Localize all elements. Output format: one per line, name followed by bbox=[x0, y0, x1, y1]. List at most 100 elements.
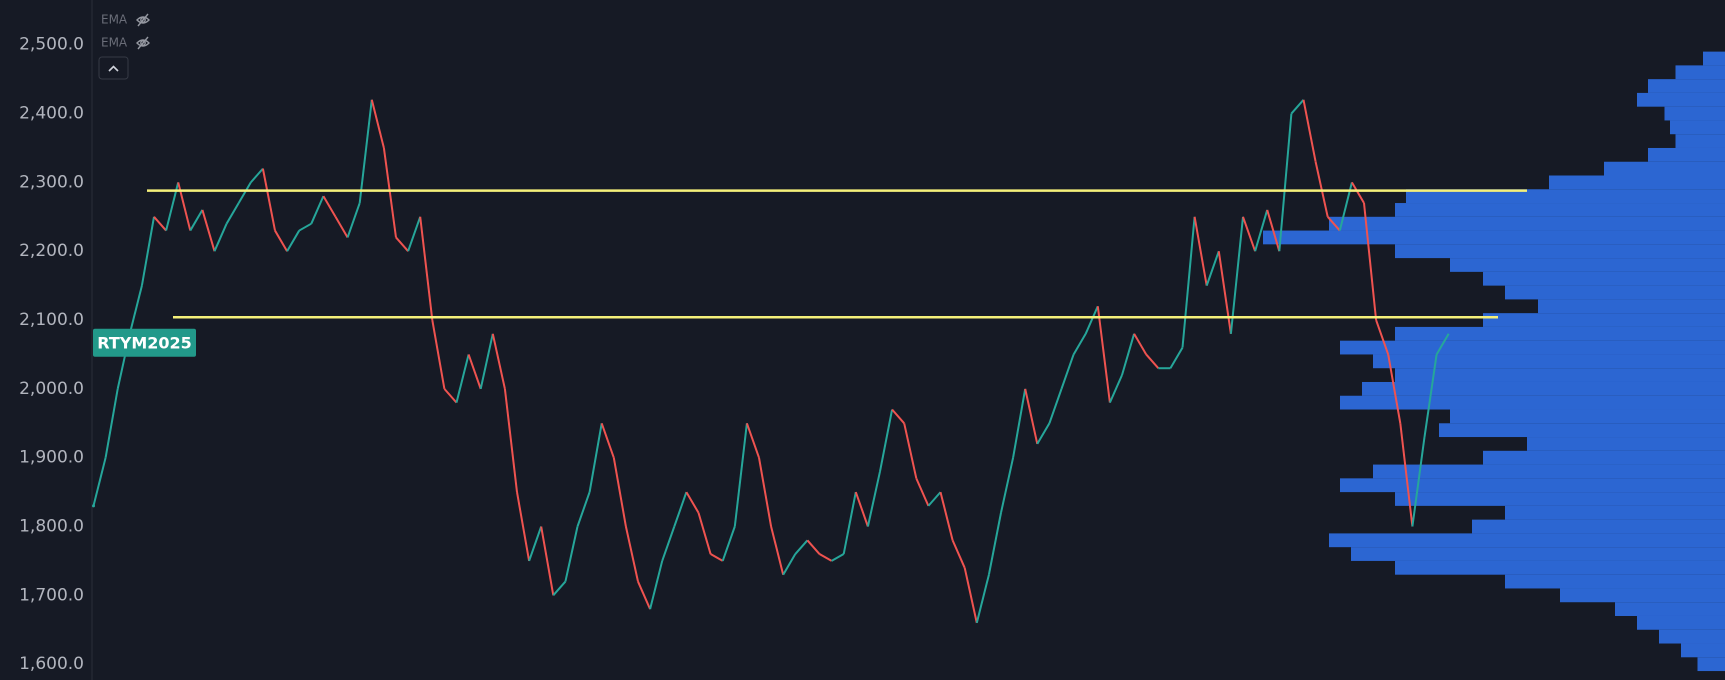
volume-profile-bar bbox=[1703, 51, 1725, 66]
price-segment bbox=[1217, 251, 1232, 334]
price-segment bbox=[358, 99, 373, 204]
price-segment bbox=[1290, 99, 1305, 115]
price-segment bbox=[987, 512, 1002, 575]
price-segment bbox=[806, 539, 821, 555]
price-segment bbox=[298, 222, 312, 232]
y-tick-label: 1,600.0 bbox=[19, 654, 84, 674]
volume-profile-bar bbox=[1340, 340, 1725, 355]
price-segment bbox=[128, 285, 143, 335]
hidden-icon[interactable] bbox=[136, 13, 150, 27]
collapse-button[interactable] bbox=[98, 56, 129, 80]
price-segment bbox=[1387, 354, 1402, 424]
badge-bg bbox=[93, 328, 196, 357]
indicator-label: EMA bbox=[101, 13, 128, 27]
price-segment bbox=[1375, 319, 1390, 355]
price-segment bbox=[770, 526, 785, 575]
price-segment bbox=[1193, 216, 1208, 286]
y-tick-label: 2,300.0 bbox=[19, 172, 84, 192]
y-tick-label: 2,000.0 bbox=[19, 379, 84, 399]
price-segment bbox=[721, 526, 736, 562]
price-segment bbox=[140, 216, 155, 286]
volume-profile-bar bbox=[1263, 230, 1725, 245]
price-segment bbox=[382, 147, 397, 238]
price-segment bbox=[250, 167, 264, 184]
volume-profile-bar bbox=[1648, 147, 1725, 162]
price-segment bbox=[819, 553, 833, 562]
y-tick-label: 1,900.0 bbox=[19, 448, 84, 468]
volume-profile-bar bbox=[1395, 492, 1725, 506]
price-segment bbox=[153, 216, 167, 232]
price-segment bbox=[1048, 388, 1063, 424]
hidden-icon[interactable] bbox=[136, 36, 150, 50]
volume-profile-bar bbox=[1373, 354, 1725, 369]
volume-profile-bar bbox=[1549, 175, 1725, 190]
price-segment bbox=[407, 216, 422, 252]
volume-profile-bar bbox=[1472, 519, 1725, 534]
price-segment bbox=[1278, 113, 1293, 252]
price-segment bbox=[225, 202, 240, 225]
symbol-badge: RTYM2025 bbox=[93, 328, 196, 357]
volume-profile-bar bbox=[1664, 106, 1725, 121]
price-segment bbox=[104, 388, 119, 458]
y-tick-label: 2,500.0 bbox=[19, 35, 84, 55]
price-segment bbox=[189, 209, 204, 232]
price-segment bbox=[1363, 202, 1378, 321]
price-segment bbox=[600, 422, 615, 459]
volume-profile-bar bbox=[1373, 464, 1725, 479]
price-segment bbox=[661, 526, 676, 562]
price-segment bbox=[745, 422, 760, 459]
volume-profile-bar bbox=[1395, 560, 1725, 575]
price-segment bbox=[431, 319, 446, 390]
price-segment bbox=[213, 223, 228, 252]
y-tick-label: 2,400.0 bbox=[19, 104, 84, 124]
price-segment bbox=[733, 423, 748, 527]
price-segment bbox=[685, 491, 700, 514]
volume-profile-bar bbox=[1637, 92, 1725, 107]
volume-profile-bar bbox=[1329, 216, 1725, 231]
volume-profile-bar bbox=[1395, 203, 1725, 217]
volume-profile-bar bbox=[1450, 409, 1725, 424]
y-tick-label: 1,700.0 bbox=[19, 585, 84, 605]
price-segment bbox=[1072, 333, 1087, 355]
volume-profile-bar bbox=[1450, 258, 1725, 272]
y-tick-label: 2,100.0 bbox=[19, 310, 84, 330]
price-segment bbox=[322, 195, 337, 218]
price-segment bbox=[92, 457, 107, 507]
indicator-legend: EMA EMA bbox=[98, 13, 150, 80]
price-segment bbox=[1229, 216, 1244, 334]
price-segment bbox=[1000, 457, 1015, 513]
price-segment bbox=[1302, 99, 1317, 162]
price-segment bbox=[528, 526, 543, 562]
price-segment bbox=[1169, 347, 1184, 369]
price-segment bbox=[1399, 423, 1414, 527]
volume-profile-bar bbox=[1615, 602, 1725, 616]
volume-profile-bar bbox=[1675, 134, 1725, 148]
price-segment bbox=[467, 354, 482, 390]
price-segment bbox=[1084, 305, 1099, 335]
volume-profile-bar bbox=[1697, 657, 1725, 672]
price-segment bbox=[1012, 388, 1027, 458]
price-segment bbox=[891, 408, 905, 424]
volume-profile-bar bbox=[1538, 299, 1725, 314]
volume-profile-bar bbox=[1659, 629, 1725, 644]
price-segment bbox=[443, 388, 458, 404]
volume-profile-bar bbox=[1395, 368, 1725, 382]
volume-profile-bar bbox=[1351, 547, 1725, 561]
volume-profile-bar bbox=[1505, 505, 1725, 520]
volume-profile-bar bbox=[1560, 588, 1725, 603]
symbol-label: RTYM2025 bbox=[97, 333, 192, 352]
price-segment bbox=[612, 457, 627, 527]
price-segment bbox=[455, 354, 470, 403]
volume-profile-bar bbox=[1439, 423, 1725, 438]
volume-profile-bar bbox=[1637, 615, 1725, 630]
price-segment bbox=[237, 181, 252, 204]
volume-profile-bar bbox=[1675, 65, 1725, 80]
price-segment bbox=[866, 471, 881, 527]
price-segment bbox=[286, 230, 301, 252]
price-segment bbox=[794, 539, 809, 555]
price-segment bbox=[1435, 333, 1450, 355]
price-segment bbox=[951, 539, 966, 569]
volume-profile-bar bbox=[1395, 244, 1725, 259]
